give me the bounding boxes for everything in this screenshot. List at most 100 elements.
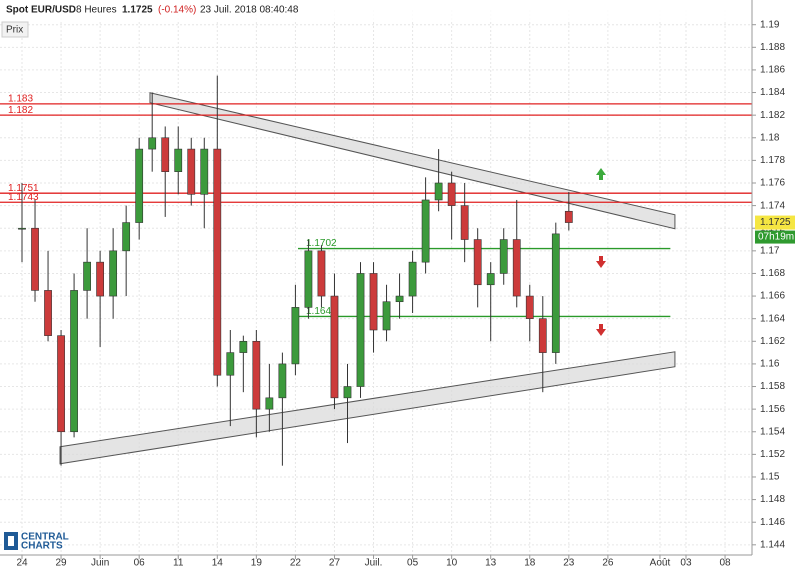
y-tick-label: 1.17 [760,245,780,256]
x-tick-label: 05 [407,558,419,569]
candle-body [382,301,391,331]
x-tick-label: 13 [485,558,497,569]
x-tick-label: 10 [446,558,458,569]
x-tick-label: 24 [16,558,28,569]
x-tick-label: Juil. [365,558,383,569]
y-tick-label: 1.146 [760,517,785,528]
candle-body [148,137,157,150]
x-tick-label: 29 [55,558,67,569]
y-tick-label: 1.162 [760,336,785,347]
candle-body [226,352,235,376]
x-tick-label: 27 [329,558,341,569]
y-tick-label: 1.144 [760,539,785,550]
candle-body [174,148,183,172]
y-tick-label: 1.152 [760,449,785,460]
y-tick-label: 1.19 [760,19,780,30]
y-tick-label: 1.184 [760,87,785,98]
y-tick-label: 1.176 [760,178,785,189]
arrow-up [596,168,606,180]
channel-band [149,92,676,230]
change: (-0.14%) [158,5,196,16]
x-tick-label: 19 [251,558,263,569]
x-tick-label: Août [650,558,671,569]
x-tick-label: 22 [290,558,302,569]
candle-body [460,205,469,240]
y-tick-label: 1.154 [760,426,785,437]
candle-body [330,295,339,399]
candle-body [278,363,287,399]
panel-box [1,21,29,38]
candle-body [512,239,521,297]
candle-body [356,273,365,387]
logo-text: CHARTS [21,541,63,552]
candle-body [83,261,91,291]
candle-body [57,335,65,433]
level-label: 1.182 [8,105,33,116]
candle-body [252,340,261,410]
candle-body [122,222,131,252]
candle-body [317,250,326,297]
x-tick-label: 06 [134,558,146,569]
level-label: 1.1642 [306,306,337,317]
logo-icon-inner [8,536,14,546]
y-tick-label: 1.158 [760,381,785,392]
y-tick-label: 1.16 [760,359,780,370]
timestamp: 23 Juil. 2018 08:40:48 [200,5,299,16]
candle-body [499,239,508,274]
level-label: 1.1702 [306,238,337,249]
y-tick-label: 1.15 [760,472,780,483]
y-tick-label: 1.168 [760,268,785,279]
candle-body [304,250,313,308]
candle-body [31,227,39,291]
x-tick-label: Juin [91,558,109,569]
candle-body [161,137,170,172]
channel-band [59,351,676,465]
candle-body [109,250,118,297]
timer-box [755,230,795,244]
price-box [755,215,795,230]
y-tick-label: 1.156 [760,404,785,415]
y-tick-label: 1.186 [760,65,785,76]
interval: 8 Heures [76,5,117,16]
level-label: 1.1751 [8,183,39,194]
y-tick-label: 1.164 [760,313,785,324]
candle-body [70,290,78,433]
panel-label: Prix [6,25,23,36]
x-tick-label: 26 [602,558,614,569]
price: 1.1725 [122,5,153,16]
timer-label: 07h19m [758,232,794,243]
header-bar [0,0,752,20]
candle-body [343,386,352,399]
candle-body [395,295,404,303]
candle-body [291,307,300,365]
y-tick-label: 1.174 [760,200,785,211]
candle-body [18,227,26,230]
x-tick-label: 08 [719,558,731,569]
candle-body [486,273,495,286]
candle-body [551,233,560,353]
candle-body [200,148,209,195]
symbol: Spot EUR/USD [6,5,76,16]
candle-body [564,210,573,223]
candle-body [525,295,534,319]
level-label: 1.183 [8,93,33,104]
candle-body [44,290,52,336]
y-tick-label: 1.166 [760,291,785,302]
candle-body [421,199,430,263]
candle-body [265,397,274,410]
level-label: 1.1743 [8,192,39,203]
x-tick-label: 14 [212,558,224,569]
candle-body [447,182,456,206]
arrow-down [596,324,606,336]
arrow-down [596,256,606,268]
logo-text: CENTRAL [21,532,69,543]
candle-body [369,273,378,331]
x-tick-label: 23 [563,558,575,569]
price-label: 1.1725 [760,217,791,228]
y-tick-label: 1.178 [760,155,785,166]
candle-body [187,148,196,195]
